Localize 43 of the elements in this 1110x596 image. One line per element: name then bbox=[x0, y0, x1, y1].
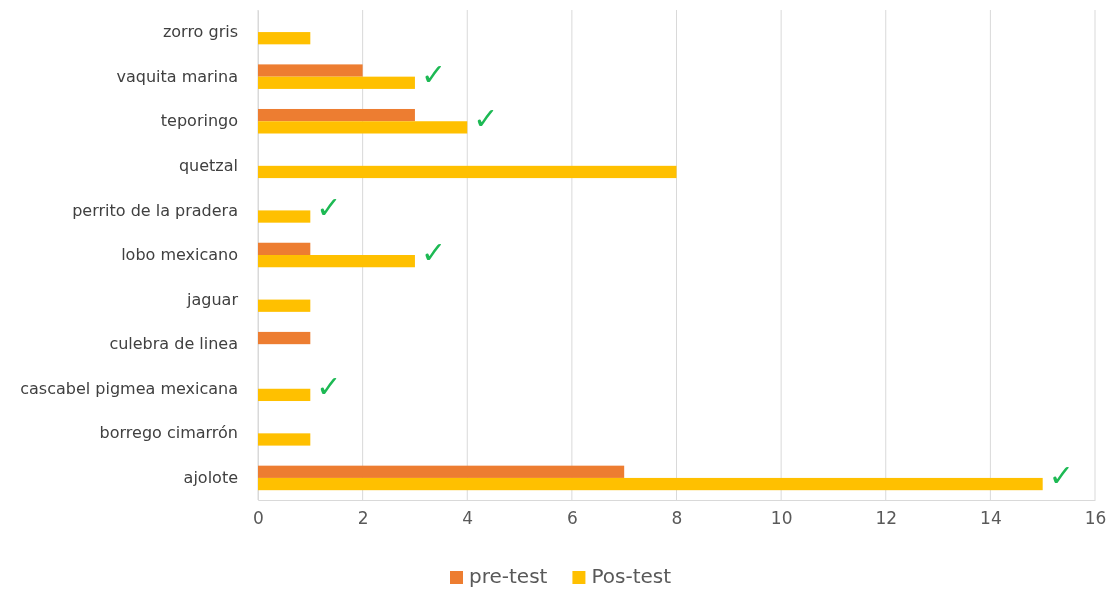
legend-label: pre-test bbox=[469, 564, 548, 588]
x-tick-label: 6 bbox=[566, 508, 578, 529]
y-tick-label: zorro gris bbox=[162, 22, 238, 42]
bar bbox=[258, 210, 311, 223]
y-tick-label: borrego cimarrón bbox=[99, 423, 238, 443]
bar bbox=[258, 108, 415, 122]
bar bbox=[258, 76, 415, 89]
annotation: ✓ bbox=[1048, 457, 1074, 493]
bar bbox=[258, 299, 311, 312]
y-tick-label: teporingo bbox=[160, 111, 238, 131]
bar bbox=[258, 465, 625, 478]
bar bbox=[258, 433, 311, 446]
bar bbox=[258, 64, 363, 77]
x-tick-label: 0 bbox=[253, 508, 264, 529]
bar bbox=[258, 477, 1043, 491]
annotation: ✓ bbox=[473, 101, 499, 137]
annotation: ✓ bbox=[316, 368, 342, 404]
y-tick-label: cascabel pigmea mexicana bbox=[20, 378, 238, 398]
bar bbox=[258, 331, 311, 345]
y-tick-label: quetzal bbox=[178, 155, 238, 175]
legend-label: Pos-test bbox=[591, 564, 672, 588]
bar bbox=[258, 32, 311, 45]
y-tick-label: jaguar bbox=[186, 289, 239, 309]
bar bbox=[258, 121, 468, 134]
x-tick-label: 4 bbox=[462, 508, 474, 529]
y-tick-label: lobo mexicano bbox=[121, 245, 238, 265]
annotation: ✓ bbox=[420, 56, 447, 92]
bar bbox=[258, 165, 677, 179]
y-tick-label: vaquita marina bbox=[116, 66, 238, 86]
x-tick-label: 16 bbox=[1084, 508, 1107, 529]
x-tick-label: 2 bbox=[357, 508, 369, 529]
y-tick-label: perrito de la pradera bbox=[72, 200, 238, 220]
bar bbox=[258, 242, 311, 255]
x-tick-label: 12 bbox=[875, 508, 898, 529]
x-tick-label: 14 bbox=[980, 508, 1002, 529]
x-tick-label: 8 bbox=[671, 508, 683, 529]
y-tick-label: culebra de linea bbox=[109, 334, 238, 354]
y-tick-label: ajolote bbox=[183, 468, 238, 488]
x-tick-label: 10 bbox=[770, 508, 793, 529]
annotation: ✓ bbox=[420, 235, 447, 270]
bar bbox=[258, 255, 415, 268]
annotation: ✓ bbox=[316, 190, 342, 226]
bar bbox=[258, 388, 311, 402]
